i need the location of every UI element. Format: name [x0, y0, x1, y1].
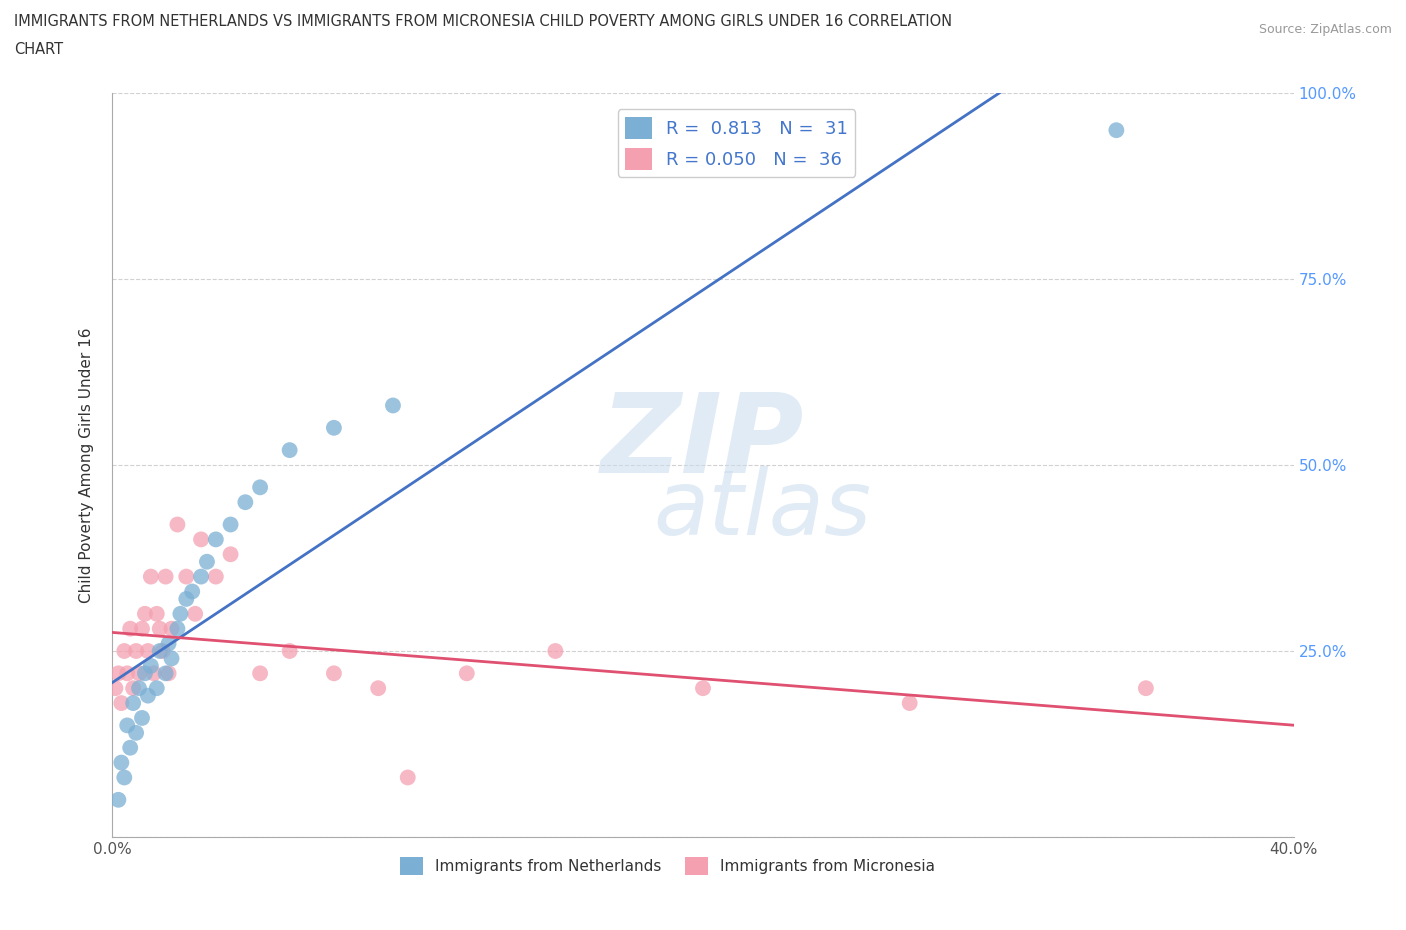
Point [456, 666, 478, 681]
Point [152, 644, 174, 658]
Point [128, 681, 150, 696]
Point [134, 606, 156, 621]
Point [120, 621, 142, 636]
Point [166, 517, 188, 532]
Point [139, 658, 162, 673]
Point [142, 666, 165, 681]
Point [157, 636, 180, 651]
Point [104, 681, 127, 696]
Point [367, 681, 389, 696]
Text: atlas: atlas [652, 466, 872, 553]
Point [249, 666, 271, 681]
Point [1135, 681, 1157, 696]
Point [190, 532, 212, 547]
Point [692, 681, 714, 696]
Point [136, 688, 159, 703]
Point [278, 644, 301, 658]
Y-axis label: Child Poverty Among Girls Under 16: Child Poverty Among Girls Under 16 [79, 327, 94, 603]
Text: CHART: CHART [14, 42, 63, 57]
Point [205, 532, 228, 547]
Point [249, 480, 271, 495]
Point [107, 666, 129, 681]
Point [112, 770, 135, 785]
Point [134, 666, 156, 681]
Point [117, 718, 138, 733]
Point [139, 569, 162, 584]
Point [128, 666, 150, 681]
Point [898, 696, 921, 711]
Point [112, 644, 135, 658]
Point [233, 495, 256, 510]
Point [1105, 123, 1128, 138]
Point [131, 621, 153, 636]
Text: IMMIGRANTS FROM NETHERLANDS VS IMMIGRANTS FROM MICRONESIA CHILD POVERTY AMONG GI: IMMIGRANTS FROM NETHERLANDS VS IMMIGRANT… [14, 14, 952, 29]
Point [382, 398, 405, 413]
Point [219, 547, 242, 562]
Text: Source: ZipAtlas.com: Source: ZipAtlas.com [1258, 23, 1392, 36]
Legend: Immigrants from Netherlands, Immigrants from Micronesia: Immigrants from Netherlands, Immigrants … [394, 851, 941, 882]
Point [149, 621, 172, 636]
Point [195, 554, 218, 569]
Point [107, 792, 129, 807]
Point [396, 770, 419, 785]
Point [323, 666, 346, 681]
Point [160, 621, 183, 636]
Point [110, 696, 132, 711]
Point [174, 591, 197, 606]
Point [155, 666, 177, 681]
Point [122, 681, 145, 696]
Point [110, 755, 132, 770]
Point [278, 443, 301, 458]
Point [122, 696, 145, 711]
Point [136, 644, 159, 658]
Point [120, 740, 142, 755]
Point [160, 651, 183, 666]
Point [125, 644, 148, 658]
Point [166, 621, 188, 636]
Point [146, 606, 169, 621]
Point [157, 666, 180, 681]
Point [205, 569, 228, 584]
Point [117, 666, 138, 681]
Point [184, 606, 207, 621]
Point [169, 606, 191, 621]
Point [125, 725, 148, 740]
Point [219, 517, 242, 532]
Point [149, 644, 172, 658]
Point [146, 681, 169, 696]
Point [323, 420, 346, 435]
Point [544, 644, 567, 658]
Point [174, 569, 197, 584]
Point [190, 569, 212, 584]
Text: ZIP: ZIP [602, 389, 804, 497]
Point [131, 711, 153, 725]
Point [155, 569, 177, 584]
Point [181, 584, 204, 599]
